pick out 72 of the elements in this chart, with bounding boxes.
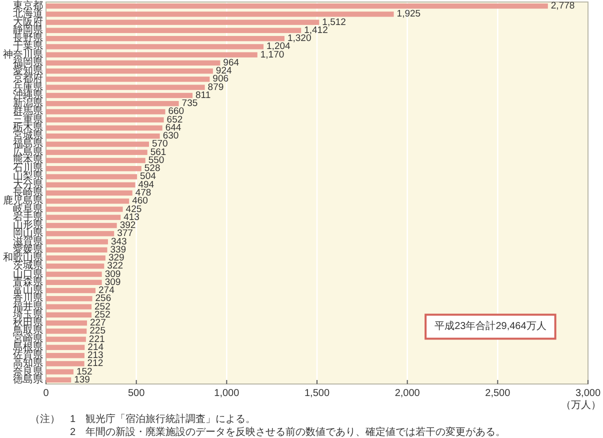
bar [46,328,87,334]
text: （注） 1 観光庁「宿泊旅行統計調査」による。 [30,413,256,425]
bar [46,76,210,82]
bar [46,320,88,326]
bar [46,92,193,98]
bar [46,12,394,17]
y-tick-label: 宮崎県 [13,332,43,345]
x-tick-label: 3,000 [575,388,601,399]
bar [46,142,149,147]
text: 2 年間の新設・廃業施設のデータを反映させる前の数値であり、確定値では若干の変更がある。 [70,426,506,438]
bar [46,109,166,114]
bar [46,158,146,164]
bar [46,182,136,188]
bar [46,36,284,42]
bar [46,352,84,358]
y-tick-label: 大阪府 [13,16,43,28]
bar [46,20,320,25]
data-label: 1,925 [396,8,421,20]
x-tick-label: 2,500 [485,388,511,399]
bar [46,125,162,131]
bar [46,296,92,302]
x-axis-title: （万人） [561,400,601,411]
bar [46,369,74,374]
bar [46,3,548,9]
data-label: 2,778 [550,0,575,12]
bar [46,247,108,252]
bar [46,117,164,122]
y-tick-label: 徳島県 [13,373,43,386]
bar [46,304,92,310]
data-label: 478 [135,188,152,198]
bar [46,231,114,236]
y-tick-label: 福岡県 [13,56,43,68]
bar [46,222,117,228]
bar [46,206,123,212]
x-tick-label: 0 [43,388,50,399]
bar [46,84,205,90]
bar [46,28,302,34]
x-tick-label: 1,500 [304,388,330,399]
bar [46,68,213,74]
bar [46,280,102,286]
data-label: 964 [223,57,240,68]
y-tick-label: 栃木県 [13,121,43,134]
x-tick-label: 2,000 [394,388,420,399]
y-tick-label: 福井県 [13,300,43,312]
bar [46,377,72,383]
bar [46,150,148,155]
bar [46,44,264,50]
bar [46,344,85,350]
bar [46,312,92,318]
bar [46,190,132,196]
bar [46,272,102,277]
bar [46,288,96,294]
bar [46,239,108,244]
note-box: 平成23年合計29,464万人 [424,314,556,340]
data-label: 735 [182,98,198,110]
bar [46,264,104,269]
bar [46,134,160,139]
bar [46,214,121,220]
bar [46,174,138,180]
bar [46,336,86,342]
bar [46,100,179,106]
x-tick-label: 500 [128,388,146,399]
y-tick-label: 兵庫県 [13,80,43,93]
bar [46,361,84,366]
x-tick-label: 1,000 [214,388,240,399]
bar [46,255,106,261]
bar [46,198,130,204]
bar [46,166,142,172]
y-tick-label: 大分県 [13,178,43,190]
bar [46,60,220,66]
bar [46,52,258,58]
annotation: 平成23年合計29,464万人 [434,320,546,332]
